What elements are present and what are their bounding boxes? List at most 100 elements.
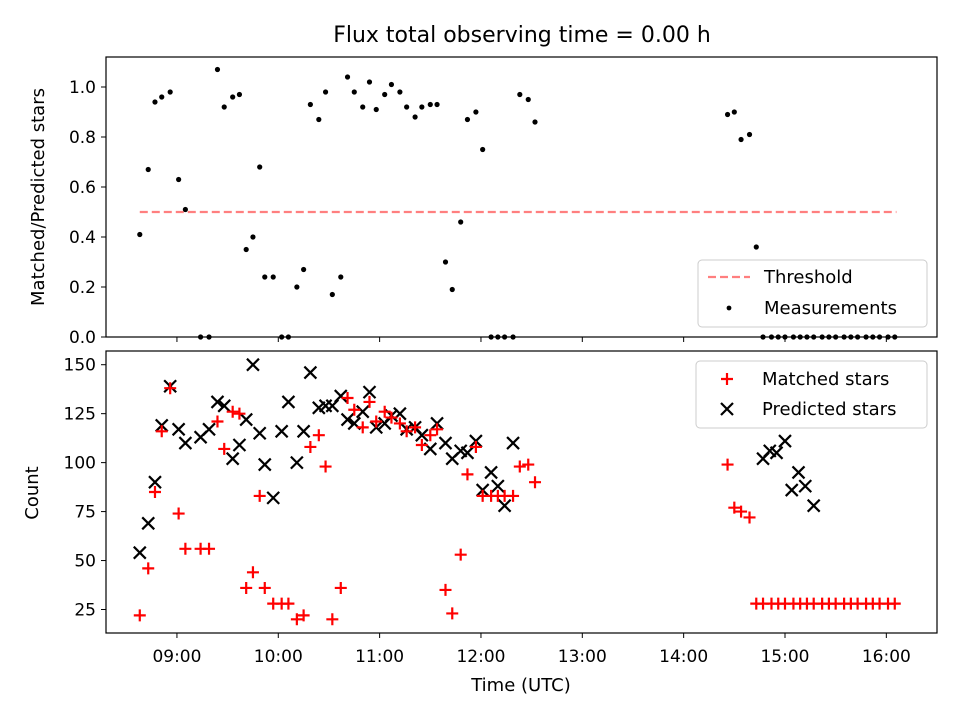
measurement-point [863,334,869,340]
predicted-point [303,365,318,380]
legend-measurement-swatch [726,305,732,311]
predicted-point [246,357,260,372]
matched-point [297,609,310,622]
measurement-point [427,101,433,108]
matched-point [164,382,177,395]
matched-point [319,460,332,473]
matched-point [334,581,347,594]
measurement-point [329,291,335,298]
top-panel-frame [105,56,938,338]
bottom-y-tick-label: 150 [64,356,96,376]
predicted-point [415,428,429,442]
predicted-point [333,389,348,403]
matched-point [385,411,398,424]
measurement-point [826,334,832,340]
top-y-tick-label: 0.8 [69,128,96,148]
bottom-x-tick-label: 12:00 [456,647,505,667]
matched-point [258,581,271,594]
measurement-point [182,206,188,213]
bottom-x-tick-label: 11:00 [355,647,404,667]
legend-matched-marker [721,373,733,385]
matched-point [424,429,437,442]
measurement-point [137,231,143,238]
predicted-point [257,457,272,472]
predicted-point [252,426,267,441]
predicted-point [266,491,280,505]
bottom-x-ticks: 09:00 10:00 11:00 12:00 13:00 14:00 15:00 16:00 [152,633,911,667]
measurement-point [442,259,449,265]
matched-point [172,507,185,520]
matched-point [312,429,325,442]
top-legend: Threshold Measurements [697,259,928,328]
legend-threshold-label: Threshold [763,267,853,288]
predicted-point [798,479,813,493]
measurement-point [316,116,322,123]
legend-matched-swatch [721,373,733,385]
measurement-point [753,244,759,250]
top-y-tick-label: 1.0 [69,78,96,98]
predicted-point [178,436,193,450]
bottom-y-tick-label: 125 [64,405,96,425]
matched-point [400,425,413,438]
matched-point [507,489,520,502]
matched-point [454,548,467,561]
legend-predicted-marker [720,402,734,416]
matched-point [155,425,168,438]
measurement-point [338,274,344,280]
predicted-point [239,412,253,427]
bottom-panel-frame [105,350,938,634]
figure-title: Flux total observing time = 0.00 h [333,23,711,48]
matched-point [179,542,192,555]
bottom-panel: 25 50 75 100 125 150 09:00 10:00 11:00 12:00 13:0… [22,350,938,696]
bottom-y-tick-label: 50 [74,552,96,572]
measurement-point [746,131,753,138]
measurement-point [257,164,263,170]
predicted-point [491,479,505,493]
measurement-point [775,334,781,340]
predicted-point [171,422,186,437]
predicted-point [769,446,784,460]
measurement-point [307,101,313,108]
measurement-point [285,334,292,340]
bottom-x-tick-label: 10:00 [254,647,303,667]
measurement-point [419,104,425,110]
top-y-axis-label: Matched/Predicted stars [28,88,49,306]
matched-point [304,440,317,453]
legend-predicted-swatch [720,402,734,416]
matched-point [378,405,391,418]
measurement-point [782,334,788,340]
measurement-point [152,99,158,105]
measurement-point [360,104,366,110]
matched-point [290,613,303,626]
bottom-y-ticks: 25 50 75 100 125 150 [64,356,106,621]
bottom-x-axis-label: Time (UTC) [470,675,571,696]
matched-point [469,440,482,453]
matched-point [439,583,452,596]
measurement-point [270,274,276,280]
predicted-point [133,545,147,560]
predicted-point [791,465,806,480]
measurement-point [458,219,464,225]
predicted-point [225,451,240,466]
predicted-point [362,385,377,399]
bottom-y-tick-label: 100 [64,454,96,474]
measurement-point [262,274,268,280]
measurement-point [797,334,803,340]
matched-point [226,405,239,418]
predicted-point [484,465,498,480]
measurement-point [724,111,731,118]
matched-point [735,505,748,518]
matched-point [133,609,146,622]
measurement-point [206,334,212,340]
bottom-legend-box [695,360,928,429]
matched-point [370,415,383,428]
matched-point [148,486,161,498]
measurement-point [230,94,236,100]
measurement-point [351,89,357,95]
measurement-point [397,89,403,95]
measurement-point [532,119,538,125]
measurement-point [344,74,351,80]
predicted-point [210,395,225,409]
measurement-point [517,91,523,98]
top-y-tick-label: 0.4 [69,228,96,248]
